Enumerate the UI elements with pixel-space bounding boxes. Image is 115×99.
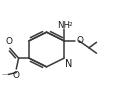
Text: —: — <box>1 72 7 77</box>
Text: NH: NH <box>56 21 69 30</box>
Text: O: O <box>76 36 83 45</box>
Text: N: N <box>65 59 72 69</box>
Text: O: O <box>5 37 12 46</box>
Text: O: O <box>12 71 19 80</box>
Text: 2: 2 <box>68 22 72 27</box>
